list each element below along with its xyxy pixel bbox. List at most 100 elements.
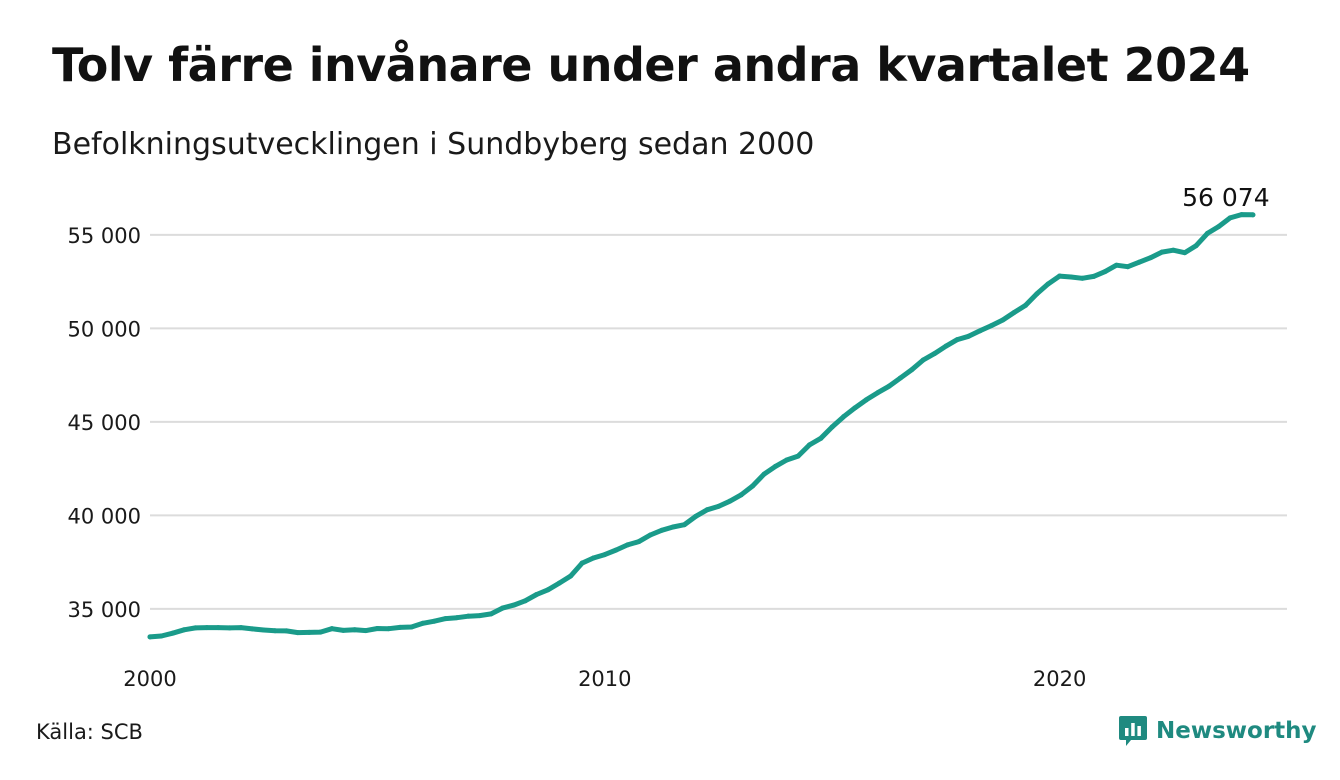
data-point <box>659 527 665 533</box>
data-point <box>932 351 938 357</box>
data-point <box>863 397 869 403</box>
data-point <box>1022 302 1028 308</box>
data-point <box>1000 317 1006 323</box>
data-point <box>795 453 801 459</box>
data-point <box>147 634 153 640</box>
data-point <box>818 435 824 441</box>
data-point <box>556 580 562 586</box>
data-point <box>909 367 915 373</box>
x-tick-label: 2010 <box>578 667 631 691</box>
data-point <box>511 602 517 608</box>
data-point <box>625 542 631 548</box>
data-point <box>454 615 460 621</box>
data-point <box>420 620 426 626</box>
data-point <box>352 627 358 633</box>
data-point <box>1045 281 1051 287</box>
data-point <box>806 442 812 448</box>
data-point <box>465 613 471 619</box>
data-point <box>318 629 324 635</box>
data-point <box>829 424 835 430</box>
gridlines <box>150 233 1287 610</box>
data-point <box>1011 310 1017 316</box>
data-point <box>1057 273 1063 279</box>
y-tick-label: 55 000 <box>68 224 141 248</box>
data-point <box>1091 273 1097 279</box>
data-point <box>1113 262 1119 268</box>
data-point <box>1216 224 1222 230</box>
data-point <box>1068 274 1074 280</box>
data-point <box>1239 212 1245 218</box>
data-point <box>488 611 494 617</box>
source-note: Källa: SCB <box>36 720 143 744</box>
x-tick-label: 2000 <box>123 667 176 691</box>
data-point <box>647 532 653 538</box>
data-point <box>590 555 596 561</box>
data-point <box>295 630 301 636</box>
data-point <box>238 625 244 631</box>
data-point <box>1034 291 1040 297</box>
data-point <box>1136 259 1142 265</box>
data-point <box>943 343 949 349</box>
data-point <box>784 457 790 463</box>
data-point <box>283 628 289 634</box>
data-point <box>761 471 767 477</box>
data-point <box>1170 247 1176 253</box>
data-point <box>329 626 335 632</box>
data-point <box>272 628 278 634</box>
data-point <box>1204 230 1210 236</box>
data-point <box>545 587 551 593</box>
data-point <box>841 414 847 420</box>
brand-name: Newsworthy <box>1156 718 1317 744</box>
data-point <box>181 627 187 633</box>
data-point <box>704 507 710 513</box>
data-point <box>170 630 176 636</box>
data-point <box>875 390 881 396</box>
chart-title: Tolv färre invånare under andra kvartale… <box>52 38 1250 92</box>
data-point <box>693 513 699 519</box>
data-point <box>738 492 744 498</box>
data-point <box>409 624 415 630</box>
brand-logo: Newsworthy <box>1118 714 1317 748</box>
data-point <box>579 560 585 566</box>
data-point <box>1159 249 1165 255</box>
data-point <box>636 539 642 545</box>
data-point <box>340 627 346 633</box>
data-point <box>852 405 858 411</box>
y-tick-label: 50 000 <box>68 317 141 341</box>
data-points <box>147 212 1256 640</box>
y-tick-label: 40 000 <box>68 504 141 528</box>
last-value-label: 56 074 <box>1182 183 1269 212</box>
data-point <box>1182 250 1188 256</box>
x-axis-tick-labels: 2000 2010 2020 <box>123 667 1086 691</box>
data-point <box>897 375 903 381</box>
data-point <box>1148 255 1154 261</box>
data-point <box>227 625 233 631</box>
data-point <box>1102 269 1108 275</box>
data-point <box>477 613 483 619</box>
data-point <box>670 524 676 530</box>
data-point <box>613 547 619 553</box>
data-point <box>954 337 960 343</box>
data-point <box>920 357 926 363</box>
data-point <box>192 625 198 631</box>
data-point <box>750 483 756 489</box>
data-point <box>727 498 733 504</box>
data-point <box>1193 243 1199 249</box>
chart-subtitle: Befolkningsutvecklingen i Sundbyberg sed… <box>52 127 815 162</box>
newsworthy-logo-icon <box>1119 716 1147 746</box>
population-line <box>147 212 1256 640</box>
data-point <box>386 626 392 632</box>
data-point <box>306 629 312 635</box>
data-point <box>988 323 994 329</box>
data-point <box>522 598 528 604</box>
data-point <box>204 625 210 631</box>
data-point <box>681 522 687 528</box>
y-tick-label: 35 000 <box>68 598 141 622</box>
data-point <box>158 633 164 639</box>
data-point <box>443 616 449 622</box>
data-point <box>374 625 380 631</box>
data-point <box>397 624 403 630</box>
x-tick-label: 2020 <box>1033 667 1086 691</box>
data-point <box>499 605 505 611</box>
